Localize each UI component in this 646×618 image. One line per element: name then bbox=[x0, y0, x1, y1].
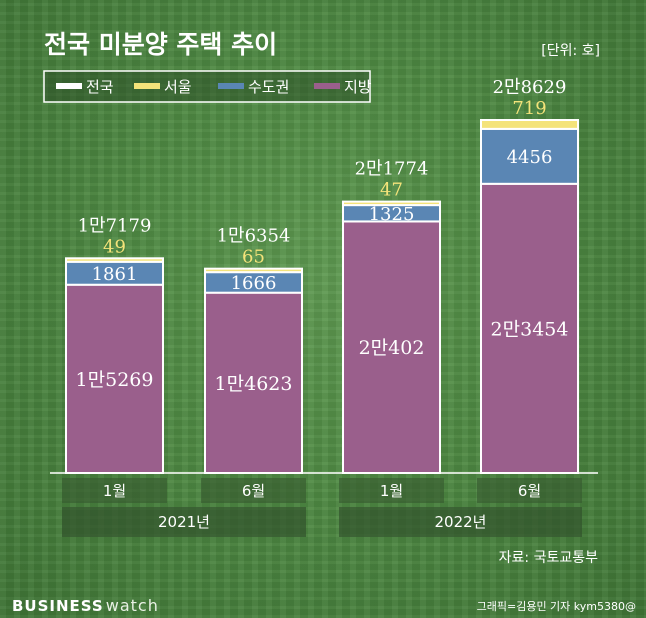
source-label: 자료: 국토교통부 bbox=[499, 550, 598, 566]
legend: 전국 서울 수도권 지방 bbox=[43, 70, 372, 103]
year-band-1 bbox=[339, 507, 582, 537]
label-total-3: 2만8629 bbox=[493, 77, 567, 98]
legend-label-1: 서울 bbox=[164, 78, 192, 96]
category-band-3 bbox=[477, 478, 582, 503]
category-label-1: 6월 bbox=[242, 482, 265, 500]
label-seoul-1: 65 bbox=[242, 247, 265, 268]
label-total-0: 1만7179 bbox=[78, 215, 152, 236]
legend-swatch-0 bbox=[56, 83, 82, 89]
category-label-0: 1월 bbox=[103, 482, 126, 500]
legend-label-0: 전국 bbox=[86, 78, 114, 96]
year-label-0: 2021년 bbox=[158, 513, 210, 531]
label-jibang-2: 2만402 bbox=[359, 337, 425, 359]
label-seoul-3: 719 bbox=[512, 98, 546, 119]
label-total-1: 1만6354 bbox=[217, 226, 291, 247]
legend-swatch-2 bbox=[218, 83, 244, 89]
label-total-2: 2만1774 bbox=[355, 159, 429, 180]
category-band-1 bbox=[201, 478, 306, 503]
label-sudogwon-3: 4456 bbox=[507, 147, 553, 168]
legend-label-3: 지방 bbox=[344, 78, 372, 96]
credit-label: 그래픽=김용민 기자 kym5380@ bbox=[477, 600, 636, 613]
year-band-0 bbox=[62, 507, 306, 537]
unit-label: [단위: 호] bbox=[541, 43, 600, 59]
brand-logo: BUSINESS watch bbox=[12, 596, 159, 615]
label-seoul-2: 47 bbox=[380, 180, 403, 201]
bar-서울-1 bbox=[204, 267, 303, 274]
label-sudogwon-2: 1325 bbox=[369, 204, 415, 225]
bar-서울-0 bbox=[65, 257, 164, 263]
bar-지방-0 bbox=[65, 283, 164, 474]
label-seoul-0: 49 bbox=[103, 236, 126, 257]
chart-title: 전국 미분양 주택 추이 bbox=[44, 30, 277, 59]
bar-서울-2 bbox=[342, 200, 441, 207]
category-band-2 bbox=[339, 478, 444, 503]
bar-지방-1 bbox=[204, 291, 303, 474]
brand-light: watch bbox=[106, 596, 159, 615]
legend-swatch-3 bbox=[314, 83, 340, 89]
category-band-0 bbox=[62, 478, 167, 503]
label-sudogwon-1: 1666 bbox=[231, 273, 277, 294]
label-jibang-0: 1만5269 bbox=[76, 369, 154, 391]
legend-swatch-1 bbox=[134, 83, 160, 89]
label-sudogwon-0: 1861 bbox=[92, 264, 138, 285]
year-label-1: 2022년 bbox=[435, 513, 487, 531]
brand-bold: BUSINESS bbox=[12, 597, 104, 615]
legend-label-2: 수도권 bbox=[248, 78, 289, 96]
label-jibang-1: 1만4623 bbox=[215, 373, 293, 395]
bar-수도권-3 bbox=[480, 127, 579, 185]
category-label-2: 1월 bbox=[380, 482, 403, 500]
bar-지방-3 bbox=[480, 182, 579, 474]
bar-서울-3 bbox=[480, 119, 579, 130]
label-jibang-3: 2만3454 bbox=[491, 318, 569, 340]
category-label-3: 6월 bbox=[518, 482, 541, 500]
